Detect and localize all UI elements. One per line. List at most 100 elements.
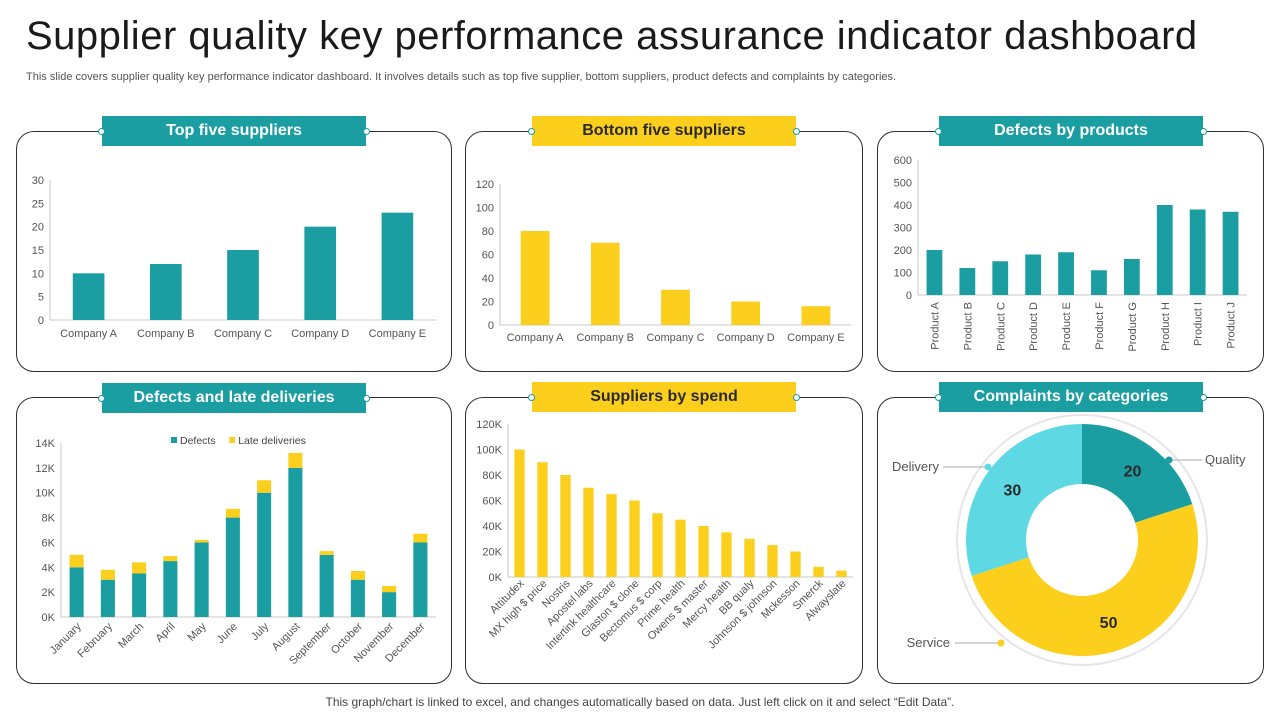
- bar-defects-may: [194, 542, 209, 617]
- y-tick-label: 8K: [42, 513, 56, 525]
- bar-defects-march: [132, 573, 147, 617]
- bar-attitudex: [514, 449, 525, 577]
- y-tick-label: 10K: [35, 488, 55, 500]
- bar-defects-april: [163, 561, 178, 617]
- bar-late-deliveries-october: [350, 571, 365, 580]
- bar-nostris: [560, 475, 571, 577]
- panel-title-bottom-five-suppliers: Bottom five suppliers: [528, 116, 800, 146]
- x-tick-label: Product J: [1226, 302, 1238, 348]
- chart-top-five-suppliers[interactable]: 0 5 10 15 20 25 30 Company A Company B Company C C…: [16, 160, 450, 360]
- legend-swatch-defects: [171, 437, 177, 443]
- bar-defects-february: [100, 579, 115, 617]
- bar-product-j: [1222, 211, 1239, 295]
- y-tick-label: 100: [476, 203, 494, 215]
- y-tick-label: 120: [476, 179, 494, 191]
- bar-late-deliveries-july: [257, 480, 272, 493]
- bar-smerck: [813, 566, 824, 577]
- bar-late-deliveries-january: [69, 554, 84, 568]
- donut-value-delivery: 30: [1004, 482, 1022, 499]
- chart-complaints-by-categories[interactable]: 20 Quality 50 Service 30 Delivery: [877, 414, 1262, 677]
- panel-title-defects-and-late-deliveries: Defects and late deliveries: [98, 383, 370, 413]
- y-tick-label: 15: [32, 245, 44, 257]
- donut-label-service: Service: [907, 635, 950, 650]
- x-tick-label: Product B: [962, 302, 974, 350]
- donut-value-quality: 20: [1124, 463, 1142, 480]
- legend-label-late-deliveries: Late deliveries: [238, 435, 306, 447]
- leader-dot-quality: [1165, 456, 1173, 464]
- x-tick-label: Company A: [507, 332, 565, 344]
- donut-label-quality: Quality: [1205, 452, 1246, 467]
- bar-defects-august: [288, 467, 303, 617]
- x-tick-label: Company E: [369, 328, 426, 340]
- bar-product-f: [1091, 270, 1107, 295]
- x-tick-label: February: [75, 620, 115, 660]
- x-tick-label: Product E: [1061, 302, 1073, 350]
- legend-swatch-late-deliveries: [229, 437, 236, 443]
- bar-prime-health: [675, 519, 686, 577]
- donut-outer-ring: [956, 414, 1208, 666]
- bar-defects-june: [225, 517, 240, 617]
- bar-defects-september: [319, 554, 334, 617]
- bar-late-deliveries-april: [163, 556, 178, 562]
- y-tick-label: 100: [894, 268, 912, 280]
- page-footer-note: This graph/chart is linked to excel, and…: [325, 695, 955, 709]
- x-tick-label: Product C: [995, 302, 1007, 351]
- bar-intertink-healthcare: [606, 494, 617, 577]
- y-tick-label: 10: [32, 268, 44, 280]
- bar-bb-qualy: [744, 538, 755, 577]
- bar-product-g: [1123, 259, 1140, 295]
- x-tick-label: May: [186, 620, 210, 644]
- y-tick-label: 200: [894, 245, 912, 257]
- bar-company-b: [590, 242, 620, 325]
- bar-defects-january: [69, 567, 84, 617]
- chart-bottom-five-suppliers[interactable]: 0 20 40 60 80 100 120 Company A Company B Company…: [465, 160, 861, 360]
- bar-defects-october: [350, 579, 365, 617]
- bar-johnson-johnson: [767, 545, 778, 577]
- y-tick-label: 2K: [42, 587, 56, 599]
- bar-company-d: [304, 226, 337, 320]
- bar-company-d: [731, 301, 761, 325]
- legend-label-defects: Defects: [180, 435, 216, 447]
- bar-product-b: [959, 268, 976, 295]
- bar-owens-master: [698, 526, 709, 577]
- x-tick-label: Product H: [1160, 302, 1172, 351]
- panel-suppliers-by-spend: [465, 397, 863, 684]
- bar-product-h: [1156, 205, 1173, 295]
- panel-title-defects-by-products: Defects by products: [935, 116, 1207, 146]
- bar-product-i: [1189, 209, 1206, 295]
- bar-bectomus-corp: [652, 513, 663, 577]
- x-tick-label: Company E: [787, 332, 844, 344]
- y-tick-label: 20K: [482, 547, 502, 559]
- y-tick-label: 80K: [482, 470, 502, 482]
- y-tick-label: 0K: [489, 572, 503, 584]
- y-tick-label: 6K: [42, 537, 56, 549]
- bar-company-c: [661, 289, 690, 325]
- panel-title-complaints-by-categories: Complaints by categories: [935, 382, 1207, 412]
- y-tick-label: 20: [482, 297, 494, 309]
- x-tick-label: March: [116, 621, 146, 651]
- bar-product-c: [992, 261, 1009, 295]
- bar-late-deliveries-june: [225, 508, 240, 518]
- y-tick-label: 120K: [476, 419, 502, 431]
- leader-dot-delivery: [984, 463, 992, 471]
- y-tick-label: 500: [894, 178, 912, 190]
- page-title: Supplier quality key performance assuran…: [26, 14, 1198, 58]
- y-tick-label: 600: [894, 155, 912, 167]
- bar-product-e: [1058, 252, 1074, 295]
- x-tick-label: Company B: [137, 328, 194, 340]
- x-tick-label: Product A: [929, 301, 941, 349]
- bar-glaston-clone: [629, 500, 640, 577]
- chart-defects-by-products[interactable]: 0 100 200 300 400 500 600 Product A Product B Pro…: [877, 150, 1262, 365]
- x-tick-label: April: [153, 621, 177, 645]
- y-tick-label: 400: [894, 200, 912, 212]
- y-tick-label: 60: [482, 250, 494, 262]
- bar-mckesson: [790, 551, 801, 577]
- y-tick-label: 30: [32, 175, 44, 187]
- bar-mercy-health: [721, 532, 732, 577]
- donut-value-service: 50: [1100, 615, 1118, 632]
- bar-late-deliveries-august: [288, 452, 303, 468]
- bar-company-e: [801, 306, 831, 325]
- x-tick-label: Company C: [646, 332, 704, 344]
